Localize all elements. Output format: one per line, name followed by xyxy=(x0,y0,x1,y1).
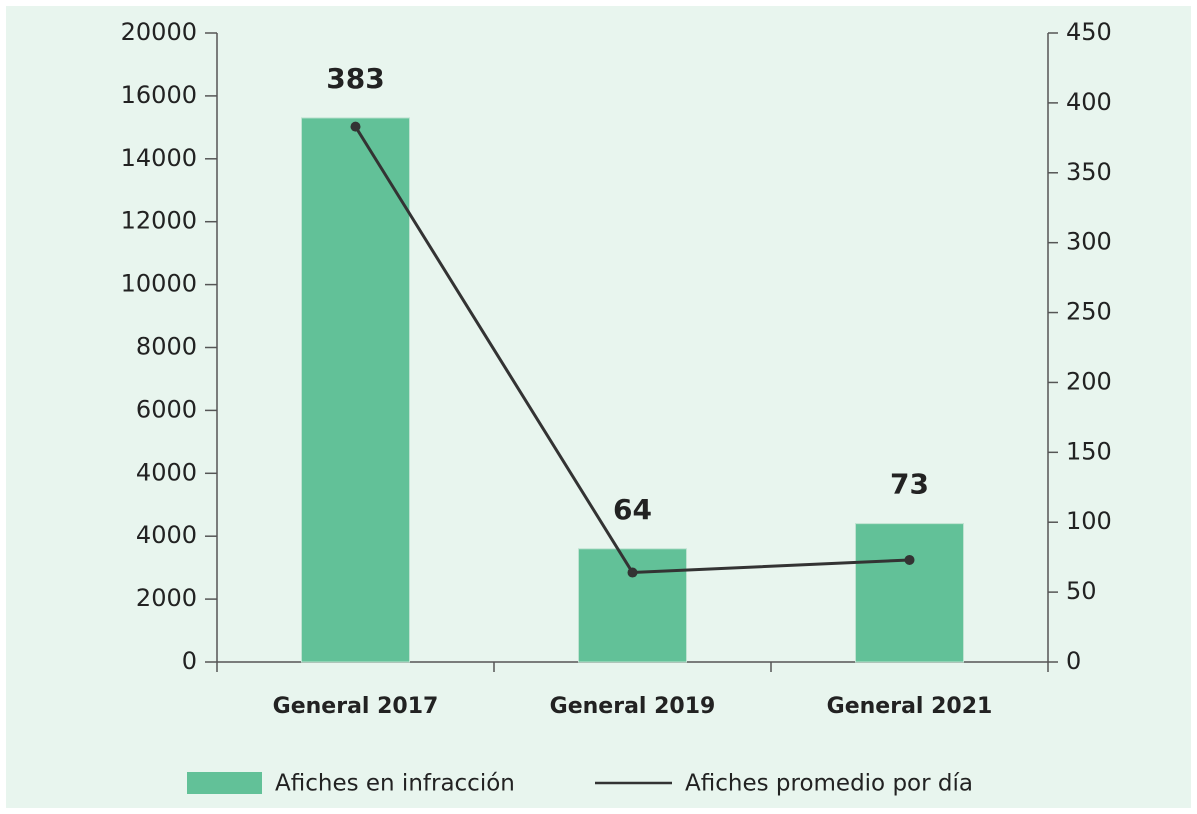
y2-tick-label: 450 xyxy=(1066,18,1112,46)
legend-label: Afiches en infracción xyxy=(275,771,515,797)
background xyxy=(6,6,1191,808)
y-tick-label: 6000 xyxy=(136,395,197,423)
data-label: 383 xyxy=(326,62,384,95)
x-tick-label: General 2019 xyxy=(550,694,716,719)
line-point xyxy=(627,567,638,578)
bar xyxy=(855,523,964,663)
y2-tick-label: 300 xyxy=(1066,228,1112,256)
y2-tick-label: 350 xyxy=(1066,158,1112,186)
y-tick-label: 10000 xyxy=(121,270,197,298)
y-tick-label: 4000 xyxy=(136,458,197,486)
line-point xyxy=(350,121,361,132)
legend-swatch xyxy=(187,772,262,794)
y-tick-label: 2000 xyxy=(136,584,197,612)
y2-tick-label: 200 xyxy=(1066,367,1112,395)
y-tick-label: 4000 xyxy=(136,521,197,549)
y2-tick-label: 250 xyxy=(1066,298,1112,326)
bar xyxy=(301,117,410,663)
y-tick-label: 8000 xyxy=(136,333,197,361)
y2-tick-label: 400 xyxy=(1066,88,1112,116)
y2-tick-label: 50 xyxy=(1066,577,1097,605)
y2-tick-label: 100 xyxy=(1066,507,1112,535)
y2-tick-label: 150 xyxy=(1066,437,1112,465)
x-tick-label: General 2021 xyxy=(827,694,993,719)
data-label: 64 xyxy=(613,493,652,526)
legend-label: Afiches promedio por día xyxy=(685,771,973,797)
y-tick-label: 14000 xyxy=(121,144,197,172)
bar xyxy=(578,548,687,663)
data-label: 73 xyxy=(890,468,929,501)
y-tick-label: 12000 xyxy=(121,207,197,235)
y-tick-label: 16000 xyxy=(121,81,197,109)
y-tick-label: 0 xyxy=(182,647,197,675)
line-point xyxy=(904,554,915,565)
y-tick-label: 20000 xyxy=(121,18,197,46)
x-tick-label: General 2017 xyxy=(273,694,439,719)
y2-tick-label: 0 xyxy=(1066,647,1081,675)
